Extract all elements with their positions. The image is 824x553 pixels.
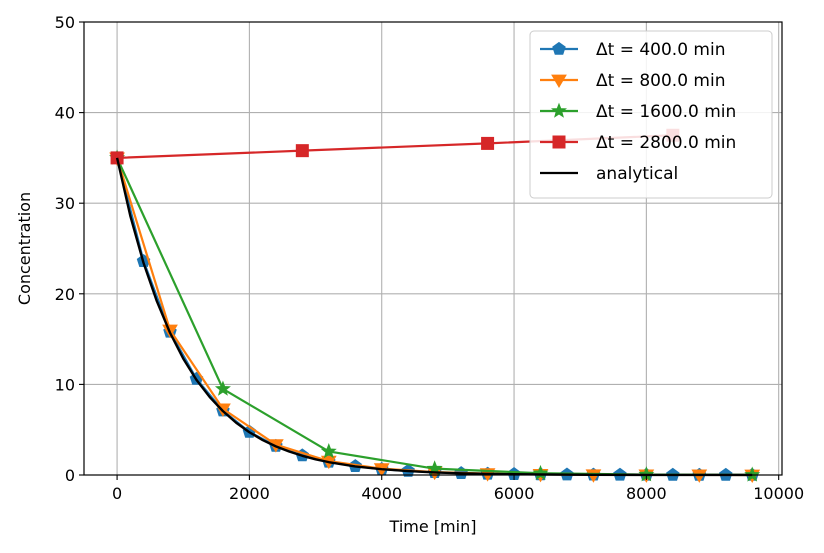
ticks: 0 2000 4000 6000 8000 10000 0 10 20 30 40 50	[55, 13, 805, 503]
data-point	[295, 144, 309, 158]
x-tick-label: 2000	[229, 484, 270, 503]
series-line	[116, 157, 753, 477]
legend-label: Δt = 400.0 min	[596, 40, 725, 60]
legend-label: Δt = 800.0 min	[596, 71, 725, 91]
x-axis-label: Time [min]	[389, 517, 477, 536]
y-tick-label: 10	[55, 375, 75, 394]
legend-item: Δt = 2800.0 min	[540, 133, 736, 153]
legend-marker	[552, 135, 566, 149]
series-line	[116, 157, 753, 476]
y-axis-label: Concentration	[15, 192, 34, 305]
x-tick-label: 10000	[753, 484, 804, 503]
series-line	[115, 157, 753, 477]
y-tick-label: 20	[55, 285, 75, 304]
data-point	[320, 443, 337, 459]
series-t-800-0-min	[109, 152, 761, 483]
legend-item: Δt = 800.0 min	[540, 71, 725, 91]
legend-item: Δt = 1600.0 min	[540, 102, 736, 122]
legend-label: analytical	[596, 164, 678, 184]
legend-box	[529, 30, 773, 199]
legend: Δt = 400.0 min Δt = 800.0 min Δt = 1600.0 …	[529, 30, 773, 199]
legend-marker	[552, 41, 566, 55]
legend-marker	[551, 74, 567, 88]
legend-item: analytical	[540, 164, 678, 184]
x-tick-label: 0	[112, 484, 122, 503]
data-point	[481, 136, 495, 150]
series-t-1600-0-min	[109, 149, 761, 482]
x-tick-label: 6000	[494, 484, 535, 503]
data-point	[532, 464, 549, 481]
data-point	[214, 380, 231, 396]
y-tick-label: 30	[55, 194, 75, 213]
y-tick-label: 50	[55, 13, 75, 32]
y-tick-label: 0	[65, 466, 75, 485]
x-tick-label: 4000	[361, 484, 402, 503]
series-t-400-0-min	[110, 150, 759, 481]
y-tick-label: 40	[55, 104, 75, 123]
legend-item: Δt = 400.0 min	[540, 40, 725, 60]
plot-frame	[83, 21, 783, 476]
legend-label: Δt = 1600.0 min	[596, 102, 736, 122]
x-tick-label: 8000	[626, 484, 667, 503]
series-line	[116, 157, 753, 477]
legend-marker	[551, 102, 567, 118]
legend-label: Δt = 2800.0 min	[596, 133, 736, 153]
series-analytical	[115, 157, 753, 477]
